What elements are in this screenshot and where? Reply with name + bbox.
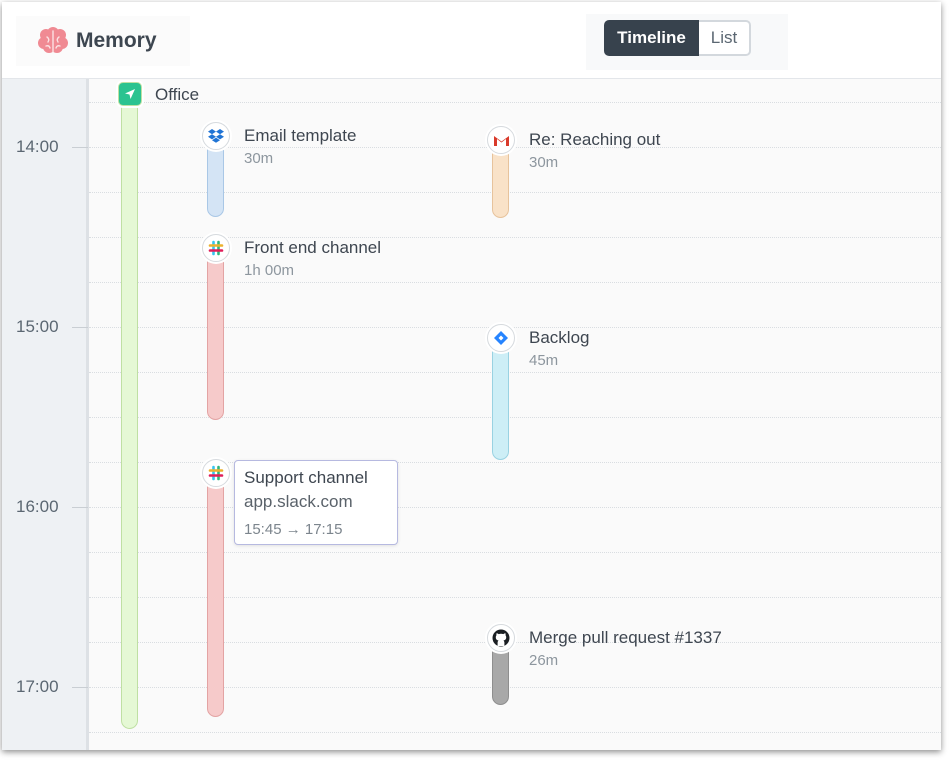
grid-line (89, 147, 941, 148)
event-duration: 26m (529, 652, 559, 669)
grid-line (89, 327, 941, 328)
time-tick-label: 14:00 (16, 137, 59, 156)
github-icon (487, 624, 515, 652)
time-tick-mark (72, 147, 88, 148)
event-title: Front end channel (244, 238, 382, 257)
event-duration: 30m (529, 154, 559, 171)
app-logo[interactable]: Memory (16, 16, 190, 66)
tooltip-time-range: 15:45 → 17:15 (244, 521, 343, 538)
location-label: Office (155, 85, 200, 104)
grid-line (89, 552, 941, 553)
grid-line (89, 687, 941, 688)
time-tick-mark (72, 507, 88, 508)
grid-line (89, 462, 941, 463)
time-tick-mark (72, 327, 88, 328)
grid-line (89, 282, 941, 283)
list-tab[interactable]: List (699, 20, 751, 56)
slack-icon (202, 459, 230, 487)
event-duration: 45m (529, 352, 559, 369)
gmail-icon (487, 126, 515, 154)
brain-icon (38, 27, 68, 53)
app-window: Memory Timeline List 14:00 15:00 16:00 1… (2, 2, 941, 750)
grid-line (89, 237, 941, 238)
timeline-tab[interactable]: Timeline (604, 20, 699, 56)
event-title: Merge pull request #1337 (529, 628, 722, 647)
jira-icon (487, 324, 515, 352)
time-tick-label: 16:00 (16, 497, 59, 516)
grid-line (89, 192, 941, 193)
app-title: Memory (76, 29, 157, 52)
tooltip-title: Support channel (244, 468, 368, 487)
event-title: Backlog (529, 328, 590, 347)
grid-line (89, 102, 941, 103)
grid-line (89, 732, 941, 733)
event-duration: 30m (244, 150, 274, 167)
event-bar-front-end-channel[interactable] (207, 239, 224, 420)
event-title: Re: Reaching out (529, 130, 661, 149)
time-axis: 14:00 15:00 16:00 17:00 (2, 79, 89, 750)
event-bar-support-channel[interactable] (207, 464, 224, 717)
grid-line (89, 417, 941, 418)
location-arrow-icon (118, 82, 142, 106)
grid-line (89, 597, 941, 598)
view-toggle: Timeline List (604, 20, 751, 56)
tooltip-host[interactable]: app.slack.com (244, 492, 353, 511)
timeline-area: Office Email template 30m Re: Reaching o… (89, 79, 941, 750)
event-title: Email template (244, 126, 357, 145)
event-tooltip: Support channel app.slack.com 15:45 → 17… (234, 460, 398, 545)
event-duration: 1h 00m (244, 262, 295, 279)
location-bar-office[interactable] (121, 85, 138, 729)
time-tick-label: 15:00 (16, 317, 59, 336)
grid-line (89, 372, 941, 373)
dropbox-icon (202, 122, 230, 150)
time-tick-label: 17:00 (16, 677, 59, 696)
grid-line (89, 507, 941, 508)
slack-icon (202, 234, 230, 262)
top-bar: Memory Timeline List (2, 2, 941, 79)
grid-line (89, 642, 941, 643)
time-tick-mark (72, 687, 88, 688)
